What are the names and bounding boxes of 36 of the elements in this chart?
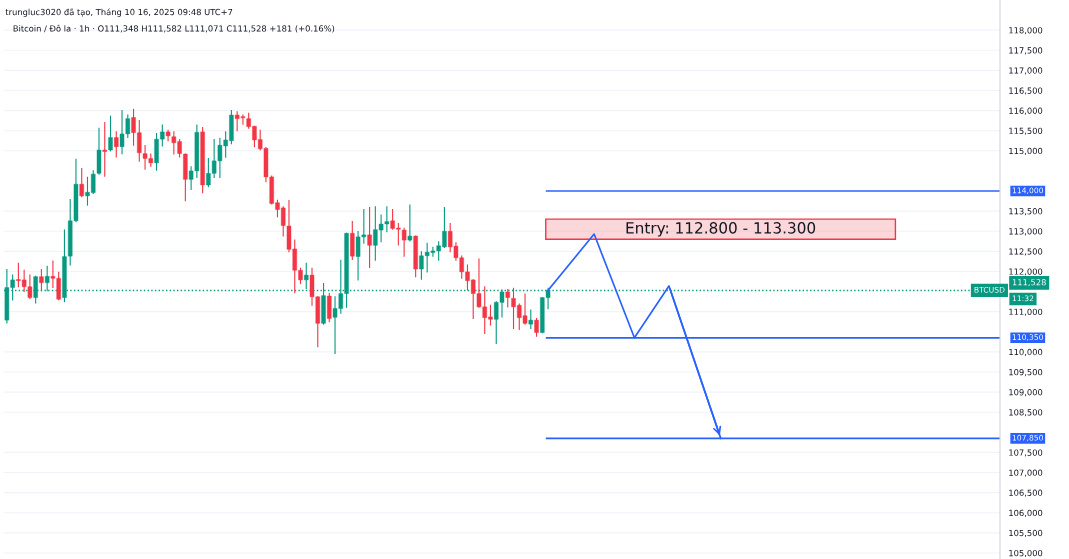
y-tick-label: 117,000 xyxy=(1009,67,1043,75)
y-tick-label: 108,500 xyxy=(1009,409,1043,417)
y-tick-label: 109,000 xyxy=(1009,389,1043,397)
y-tick-label: 115,000 xyxy=(1009,147,1043,155)
candlestick xyxy=(114,131,119,158)
y-tick-label: 107,000 xyxy=(1009,469,1043,477)
candlestick xyxy=(327,293,332,323)
text: trungluc3020 đã tạo, Tháng 10 16, 2025 09:48 UTC+7 xyxy=(5,8,233,17)
y-tick-label: 107,500 xyxy=(1009,449,1043,457)
text: 111,528 xyxy=(1012,279,1046,287)
y-tick-label: 112,000 xyxy=(1009,268,1043,276)
y-tick-label: 118,000 xyxy=(1009,27,1043,35)
candlestick xyxy=(79,167,84,198)
band-label: Entry: 112.800 - 113.300 xyxy=(626,222,816,237)
y-tick-label: 117,500 xyxy=(1009,47,1043,55)
candlestick xyxy=(528,309,534,330)
y-tick-label: 105,500 xyxy=(1009,529,1043,537)
candlestick xyxy=(108,115,113,152)
y-tick-label: 106,000 xyxy=(1009,509,1043,517)
y-tick-label: 110,000 xyxy=(1009,348,1043,357)
candlestick xyxy=(407,204,413,242)
y-tick-label: 115,500 xyxy=(1009,127,1043,135)
y-tick-label: 105,000 xyxy=(1009,549,1043,558)
y-tick-label: 116,500 xyxy=(1009,87,1043,95)
y-tick-label: 116,000 xyxy=(1009,107,1043,115)
candlestick xyxy=(367,206,372,268)
y-tick-label: 109,500 xyxy=(1009,368,1043,377)
text: Bitcoin / Đô la · 1h · O111,348 H111,582 L111,071 C111,528 +181 (+0.16%) xyxy=(13,24,335,33)
y-tick-label: 106,500 xyxy=(1009,489,1043,497)
y-tick-label: 113,000 xyxy=(1009,228,1043,236)
y-tick-label: 113,500 xyxy=(1009,208,1043,216)
candlestick xyxy=(102,122,107,177)
y-tick-label: 111,000 xyxy=(1009,308,1043,316)
y-tick-label: 112,500 xyxy=(1009,248,1043,256)
candlestick xyxy=(39,268,44,292)
candlestick xyxy=(350,221,355,260)
